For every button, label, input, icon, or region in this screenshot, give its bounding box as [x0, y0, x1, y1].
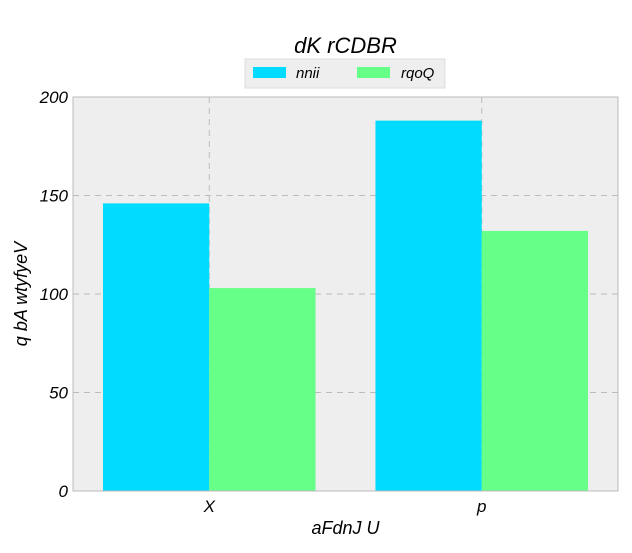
bar-rqoQ-X [209, 288, 316, 491]
y-tick-labels: 0 50 100 150 200 [39, 88, 69, 501]
x-tick-label: X [203, 497, 216, 516]
y-axis-label: q bA wtyfyeV [11, 240, 31, 346]
plot-frame [72, 96, 619, 492]
y-tick-label: 0 [59, 482, 69, 501]
legend-label-rqoQ: rqoQ [401, 65, 435, 82]
x-axis-label: aFdnJ U [311, 518, 380, 538]
y-tick-label: 200 [39, 88, 69, 107]
chart-title: dK rCDBR [294, 33, 397, 58]
bar-rqoQ-p [481, 230, 589, 491]
y-tick-label: 100 [40, 285, 69, 304]
bar-nnii-X [102, 203, 210, 491]
legend-swatch-rqoQ [357, 67, 390, 78]
legend-swatch-nnii [253, 67, 286, 78]
bars [102, 120, 589, 491]
y-tick-label: 150 [40, 187, 69, 206]
y-tick-label: 50 [49, 384, 68, 403]
x-tick-label: p [476, 497, 486, 516]
legend-label-nnii: nnii [296, 65, 320, 82]
bar-nnii-p [375, 120, 482, 491]
legend: nnii rqoQ [244, 58, 446, 89]
